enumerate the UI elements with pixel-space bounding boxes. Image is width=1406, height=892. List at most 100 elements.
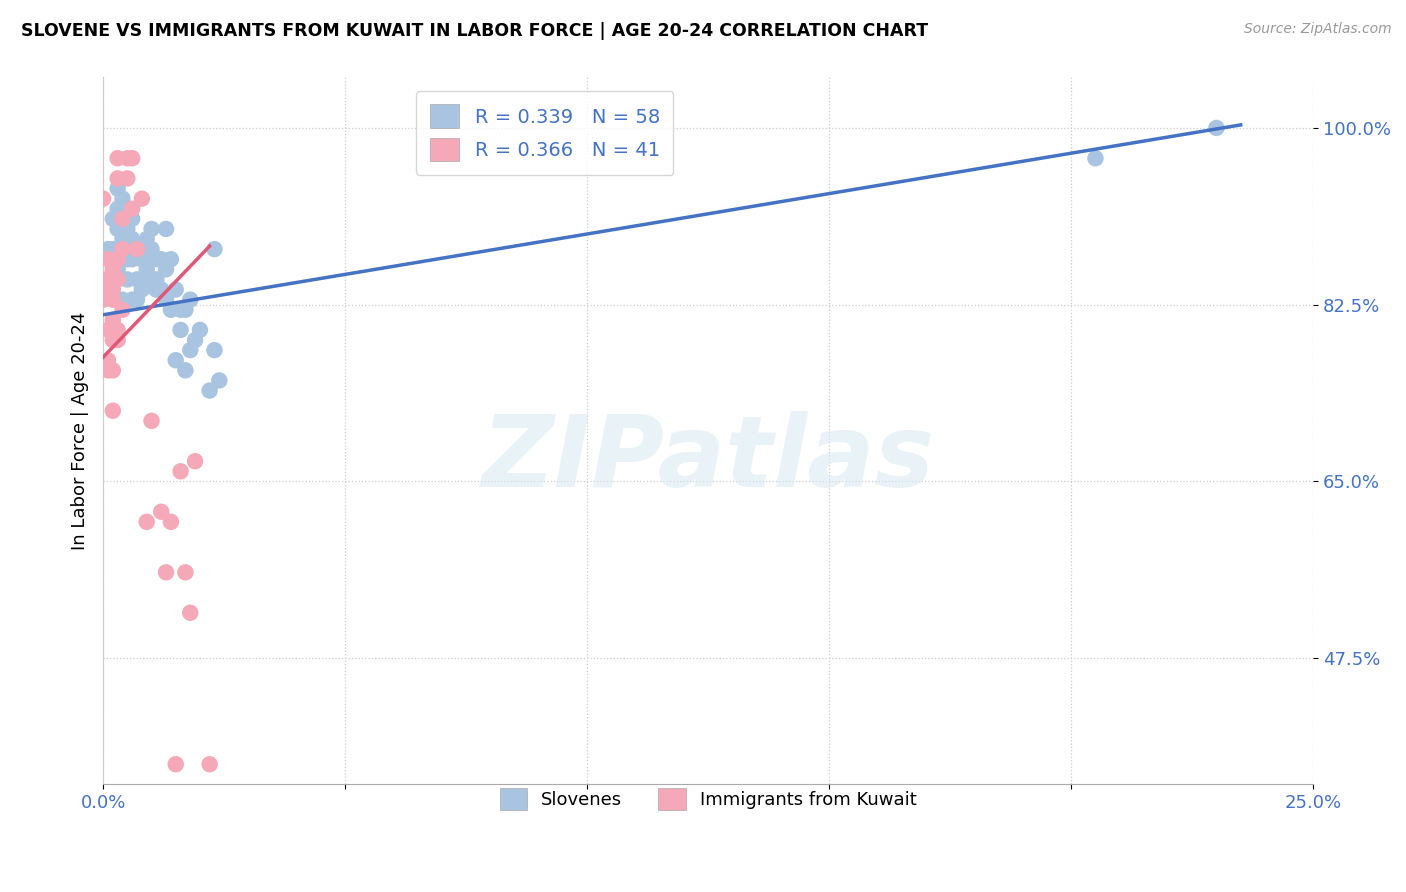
- Point: [107, 181, 129, 195]
- Point: [101, 283, 124, 297]
- Point: [97, 323, 120, 337]
- Point: [165, 353, 187, 368]
- Point: [1205, 120, 1227, 135]
- Point: [101, 363, 124, 377]
- Point: [107, 171, 129, 186]
- Point: [121, 202, 143, 216]
- Point: [107, 333, 129, 347]
- Point: [125, 293, 148, 307]
- Point: [150, 252, 173, 267]
- Point: [160, 515, 183, 529]
- Point: [121, 293, 143, 307]
- Point: [141, 272, 163, 286]
- Point: [117, 222, 139, 236]
- Point: [174, 302, 197, 317]
- Point: [131, 283, 153, 297]
- Point: [125, 272, 148, 286]
- Point: [97, 363, 120, 377]
- Point: [111, 232, 134, 246]
- Point: [174, 566, 197, 580]
- Point: [101, 313, 124, 327]
- Point: [169, 302, 191, 317]
- Point: [101, 293, 124, 307]
- Point: [165, 757, 187, 772]
- Point: [97, 252, 120, 267]
- Point: [117, 151, 139, 165]
- Point: [97, 353, 120, 368]
- Point: [135, 262, 157, 277]
- Point: [125, 242, 148, 256]
- Point: [174, 363, 197, 377]
- Point: [208, 373, 231, 387]
- Point: [179, 343, 201, 358]
- Point: [184, 454, 207, 468]
- Point: [101, 333, 124, 347]
- Text: ZIPatlas: ZIPatlas: [482, 410, 935, 508]
- Point: [91, 272, 114, 286]
- Point: [111, 242, 134, 256]
- Point: [107, 242, 129, 256]
- Point: [121, 232, 143, 246]
- Point: [150, 283, 173, 297]
- Point: [97, 272, 120, 286]
- Point: [121, 252, 143, 267]
- Legend: Slovenes, Immigrants from Kuwait: Slovenes, Immigrants from Kuwait: [485, 774, 931, 825]
- Point: [101, 403, 124, 417]
- Point: [155, 262, 177, 277]
- Point: [111, 192, 134, 206]
- Point: [121, 211, 143, 226]
- Point: [107, 272, 129, 286]
- Point: [107, 151, 129, 165]
- Point: [117, 252, 139, 267]
- Point: [121, 151, 143, 165]
- Point: [160, 252, 183, 267]
- Point: [107, 262, 129, 277]
- Point: [141, 242, 163, 256]
- Point: [131, 252, 153, 267]
- Point: [91, 192, 114, 206]
- Text: SLOVENE VS IMMIGRANTS FROM KUWAIT IN LABOR FORCE | AGE 20-24 CORRELATION CHART: SLOVENE VS IMMIGRANTS FROM KUWAIT IN LAB…: [21, 22, 928, 40]
- Point: [107, 222, 129, 236]
- Point: [165, 283, 187, 297]
- Point: [169, 323, 191, 337]
- Point: [135, 515, 157, 529]
- Point: [141, 414, 163, 428]
- Point: [155, 222, 177, 236]
- Point: [188, 323, 211, 337]
- Point: [184, 333, 207, 347]
- Point: [97, 242, 120, 256]
- Point: [150, 505, 173, 519]
- Point: [169, 464, 191, 478]
- Point: [179, 293, 201, 307]
- Point: [135, 232, 157, 246]
- Point: [160, 302, 183, 317]
- Point: [198, 757, 221, 772]
- Point: [101, 211, 124, 226]
- Point: [117, 232, 139, 246]
- Text: Source: ZipAtlas.com: Source: ZipAtlas.com: [1244, 22, 1392, 37]
- Point: [179, 606, 201, 620]
- Point: [204, 242, 226, 256]
- Point: [107, 202, 129, 216]
- Point: [111, 252, 134, 267]
- Point: [117, 171, 139, 186]
- Point: [111, 302, 134, 317]
- Point: [155, 293, 177, 307]
- Point: [145, 272, 167, 286]
- Point: [91, 293, 114, 307]
- Point: [107, 252, 129, 267]
- Point: [155, 566, 177, 580]
- Y-axis label: In Labor Force | Age 20-24: In Labor Force | Age 20-24: [72, 311, 89, 550]
- Point: [145, 283, 167, 297]
- Point: [111, 293, 134, 307]
- Point: [1084, 151, 1107, 165]
- Point: [135, 252, 157, 267]
- Point: [101, 242, 124, 256]
- Point: [131, 192, 153, 206]
- Point: [198, 384, 221, 398]
- Point: [111, 211, 134, 226]
- Point: [125, 242, 148, 256]
- Point: [107, 323, 129, 337]
- Point: [204, 343, 226, 358]
- Point: [101, 262, 124, 277]
